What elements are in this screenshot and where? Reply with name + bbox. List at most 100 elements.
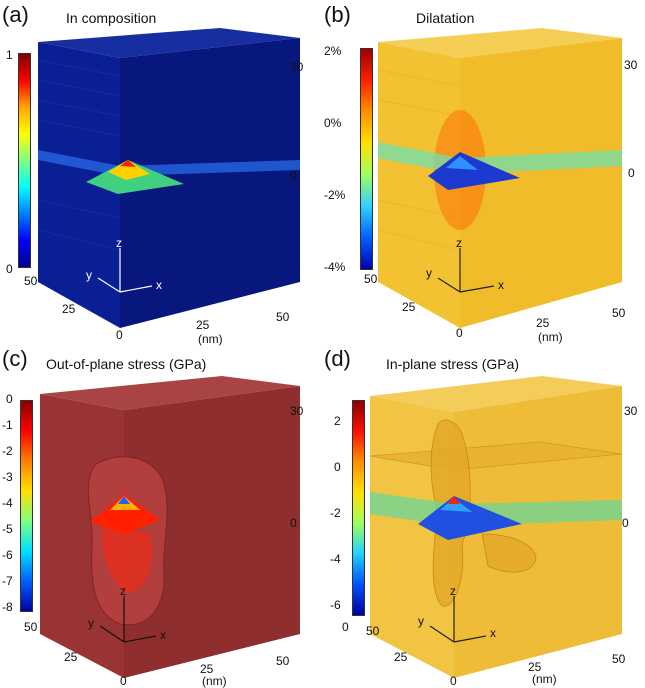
x-tick: 25 bbox=[536, 316, 550, 330]
cube-right-face bbox=[120, 38, 300, 328]
panel-b: (b) Dilatation 2% 0% -2% -4% 30 0 50 25 … bbox=[322, 0, 644, 344]
panel-a: (a) In composition 1 0 30 0 50 25 0 25 5… bbox=[0, 0, 322, 346]
colorbar-tick: -4 bbox=[2, 496, 13, 510]
cube-left-face bbox=[38, 42, 120, 328]
y-tick: 0 bbox=[120, 674, 127, 688]
panel-title: In-plane stress (GPa) bbox=[386, 356, 520, 372]
axis-y-label: y bbox=[426, 266, 432, 280]
z-tick: 30 bbox=[290, 404, 304, 418]
colorbar-tick: 0 bbox=[6, 392, 13, 406]
y-tick: 0 bbox=[116, 328, 123, 342]
y-tick: 50 bbox=[24, 620, 38, 634]
panel-c-figure bbox=[40, 376, 300, 678]
axis-triad bbox=[97, 248, 153, 293]
axis-y-label: y bbox=[418, 614, 424, 628]
layer-lines bbox=[37, 59, 121, 251]
colorbar-tick: 2 bbox=[334, 414, 341, 428]
axis-z-label: z bbox=[456, 236, 462, 250]
colorbar bbox=[360, 48, 373, 270]
stress-lobe-right bbox=[481, 533, 537, 573]
quantum-dot bbox=[428, 152, 520, 190]
quantum-dot-apex bbox=[120, 160, 136, 167]
axis-triad bbox=[429, 596, 487, 643]
quantum-dot-top bbox=[108, 160, 150, 180]
colorbar-tick: -7 bbox=[2, 574, 13, 588]
colorbar bbox=[18, 53, 31, 268]
y-tick: 50 bbox=[366, 624, 380, 638]
colorbar-tick: -3 bbox=[2, 470, 13, 484]
colorbar-tick: 0 bbox=[334, 460, 341, 474]
panel-label: (c) bbox=[2, 346, 28, 371]
quantum-dot-top bbox=[446, 156, 478, 170]
y-tick: 25 bbox=[64, 650, 78, 664]
colorbar-tick: -4 bbox=[330, 552, 341, 566]
panel-label: (d) bbox=[324, 346, 351, 371]
colorbar-tick: -2 bbox=[330, 506, 341, 520]
colorbar-tick: 1 bbox=[6, 48, 13, 62]
panel-label: (a) bbox=[2, 2, 29, 27]
colorbar-tick: -2% bbox=[324, 188, 346, 202]
colorbar bbox=[352, 400, 365, 616]
axis-y-label: y bbox=[86, 268, 92, 282]
cube-right-face bbox=[124, 386, 300, 678]
axis-y-label: y bbox=[88, 616, 94, 630]
panel-d: (d) In-plane stress (GPa) 2 0 -2 -4 -6 0… bbox=[322, 344, 644, 688]
axis-x-label: x bbox=[160, 628, 166, 642]
quantum-dot bbox=[90, 494, 160, 534]
colorbar-tick: -4% bbox=[324, 260, 346, 274]
z-tick: 30 bbox=[624, 404, 638, 418]
x-tick: 50 bbox=[612, 306, 626, 320]
cube-left-face bbox=[378, 42, 460, 328]
colorbar-tick: -8 bbox=[2, 600, 13, 614]
z-tick: 0 bbox=[622, 516, 629, 530]
y-tick: 50 bbox=[364, 272, 378, 286]
colorbar-tick: -2 bbox=[2, 444, 13, 458]
cube-top-face bbox=[40, 376, 300, 410]
y-tick: 50 bbox=[24, 274, 38, 288]
colorbar-tick: -5 bbox=[2, 522, 13, 536]
y-tick: 0 bbox=[456, 326, 463, 340]
panel-a-figure bbox=[37, 28, 300, 328]
axis-x-label: x bbox=[498, 278, 504, 292]
z-tick: 30 bbox=[290, 60, 304, 74]
y-tick: 25 bbox=[402, 300, 416, 314]
panel-title: Out-of-plane stress (GPa) bbox=[46, 356, 207, 372]
y-tick: 0 bbox=[450, 674, 457, 688]
layer-lines bbox=[377, 69, 461, 251]
panel-title: In composition bbox=[66, 10, 157, 26]
y-tick: 25 bbox=[62, 302, 76, 316]
panel-title: Dilatation bbox=[416, 10, 475, 26]
quantum-dot-apex bbox=[448, 496, 460, 504]
colorbar-tick: 0 bbox=[342, 620, 349, 634]
axis-z-label: z bbox=[120, 584, 126, 598]
axis-z-label: z bbox=[450, 584, 456, 598]
cube-top-face bbox=[370, 376, 622, 412]
colorbar bbox=[20, 400, 33, 612]
colorbar-tick: 2% bbox=[324, 44, 342, 58]
x-tick: 25 bbox=[528, 660, 542, 674]
cube-top-face bbox=[38, 28, 300, 58]
colorbar-tick: 0 bbox=[6, 262, 13, 276]
unit-label: (nm) bbox=[538, 330, 563, 344]
wetting-layer bbox=[378, 142, 622, 174]
x-tick: 25 bbox=[196, 318, 210, 332]
x-tick: 50 bbox=[612, 652, 626, 666]
stress-core bbox=[101, 522, 152, 593]
panel-label: (b) bbox=[324, 2, 351, 27]
colorbar-tick: 0% bbox=[324, 116, 342, 130]
z-tick: 0 bbox=[290, 168, 297, 182]
cube-right-face bbox=[460, 38, 622, 328]
wetting-layer bbox=[38, 150, 300, 176]
quantum-dot-apex bbox=[118, 496, 130, 504]
panel-c: (c) Out-of-plane stress (GPa) 0 -1 -2 -3… bbox=[0, 344, 322, 688]
axis-z-label: z bbox=[116, 236, 122, 250]
cube-top-face bbox=[378, 28, 622, 58]
x-tick: 50 bbox=[276, 310, 290, 324]
x-tick: 25 bbox=[200, 662, 214, 676]
colorbar-tick: -6 bbox=[330, 598, 341, 612]
panel-b-figure bbox=[377, 28, 622, 328]
z-tick: 0 bbox=[628, 166, 635, 180]
z-tick: 0 bbox=[290, 516, 297, 530]
panel-d-figure bbox=[369, 376, 623, 678]
unit-label: (nm) bbox=[198, 332, 223, 346]
